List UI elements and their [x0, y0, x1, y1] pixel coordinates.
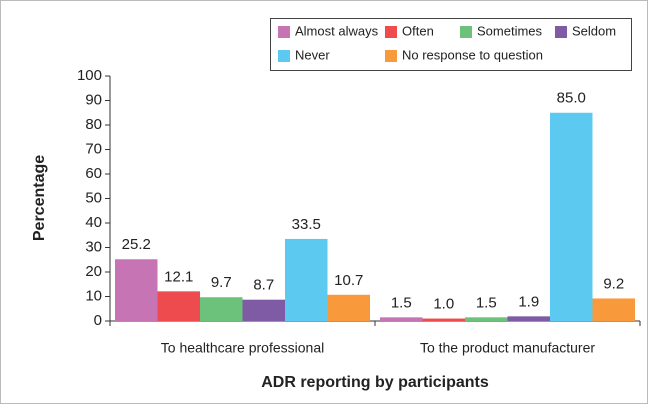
y-tick-label: 80 — [85, 116, 102, 133]
x-tick-label: To the product manufacturer — [420, 340, 595, 356]
legend-label: Almost always — [295, 23, 379, 38]
bar — [550, 112, 593, 321]
legend-swatch — [385, 50, 397, 62]
legend-label: No response to question — [402, 47, 543, 62]
value-label: 85.0 — [557, 90, 586, 107]
bar — [592, 298, 635, 321]
y-tick-label: 60 — [85, 165, 102, 182]
y-tick-label: 10 — [85, 287, 102, 304]
bar — [115, 259, 158, 321]
bar — [285, 238, 328, 321]
bar — [465, 317, 508, 321]
value-label: 9.7 — [211, 274, 232, 291]
legend-swatch — [460, 26, 472, 38]
bar — [157, 291, 200, 321]
legend-swatch — [278, 50, 290, 62]
x-tick-label: To healthcare professional — [161, 340, 324, 356]
bar — [200, 297, 243, 321]
legend-swatch — [278, 26, 290, 38]
value-label: 25.2 — [122, 236, 151, 253]
bar — [242, 299, 285, 321]
value-label: 33.5 — [292, 216, 321, 233]
y-tick-label: 70 — [85, 140, 102, 157]
bar — [327, 294, 370, 321]
value-label: 8.7 — [253, 277, 274, 294]
x-axis-title: ADR reporting by participants — [261, 374, 489, 391]
bar — [507, 316, 550, 321]
y-tick-label: 0 — [94, 312, 102, 329]
legend-swatch — [555, 26, 567, 38]
y-tick-label: 20 — [85, 263, 102, 280]
legend-label: Often — [402, 23, 434, 38]
y-tick-label: 50 — [85, 189, 102, 206]
y-tick-label: 100 — [77, 67, 102, 84]
value-label: 1.0 — [433, 296, 454, 313]
legend-swatch — [385, 26, 397, 38]
y-tick-label: 30 — [85, 238, 102, 255]
y-axis-title: Percentage — [31, 155, 48, 241]
legend-label: Sometimes — [477, 23, 543, 38]
value-label: 12.1 — [164, 268, 193, 285]
value-label: 1.9 — [518, 293, 539, 310]
value-label: 10.7 — [334, 272, 363, 289]
value-label: 1.5 — [391, 294, 412, 311]
bar — [380, 317, 423, 321]
y-tick-label: 40 — [85, 214, 102, 231]
y-tick-label: 90 — [85, 91, 102, 108]
legend-label: Never — [295, 47, 330, 62]
bar — [422, 318, 465, 321]
legend-box — [270, 18, 632, 71]
value-label: 9.2 — [603, 275, 624, 292]
legend-label: Seldom — [572, 23, 616, 38]
value-label: 1.5 — [476, 294, 497, 311]
